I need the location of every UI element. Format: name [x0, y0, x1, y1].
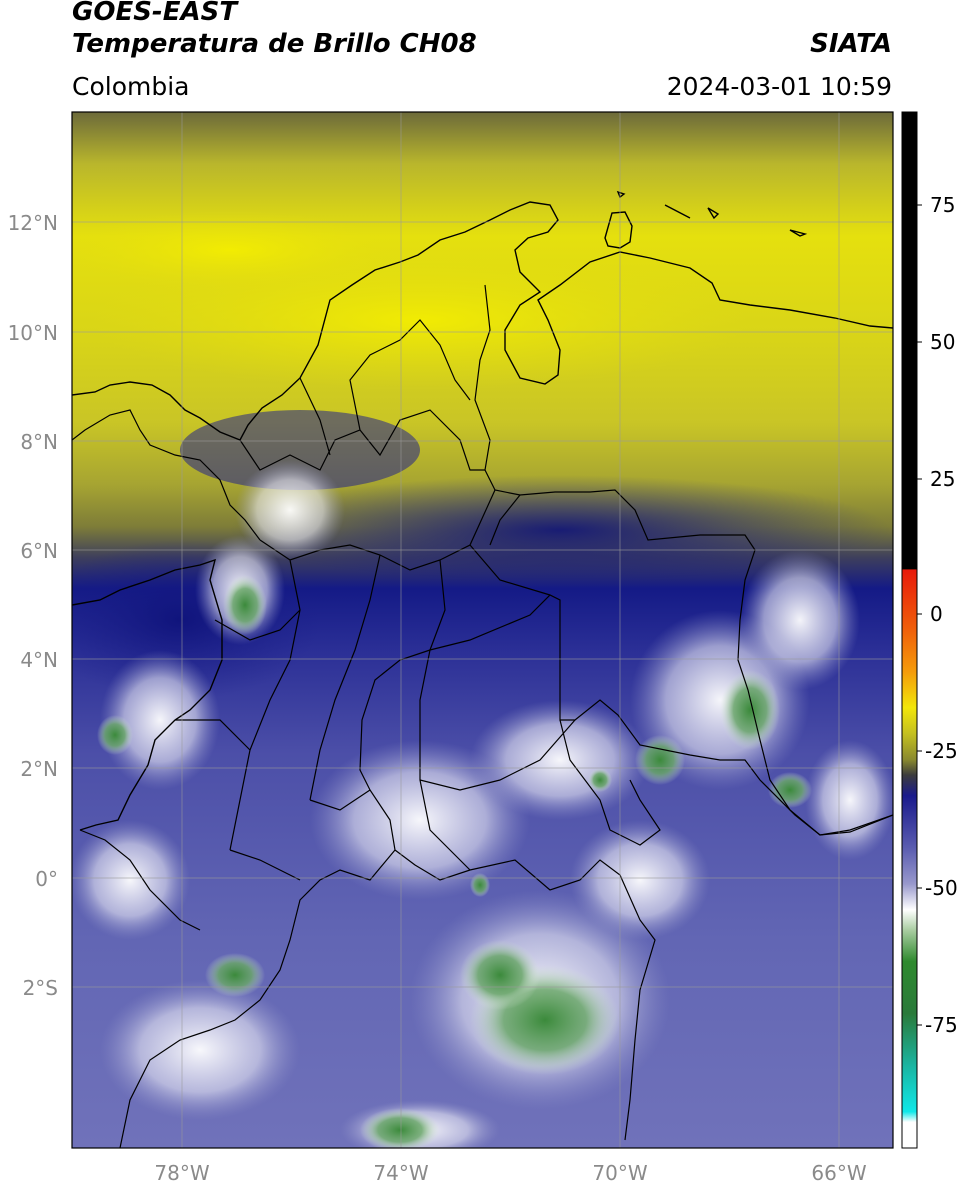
border-ecuador: [79, 829, 201, 931]
lat-label: 2°N: [20, 757, 58, 781]
coastline-pacific: [72, 558, 223, 831]
colorbar-tick-label: 50: [930, 330, 955, 354]
lat-label: 4°N: [20, 648, 58, 672]
colorbar: 75 50 25 0 -25 -50 -75: [901, 111, 958, 1149]
border-peru: [119, 849, 396, 1148]
datetime-label: 2024-03-01 10:59: [666, 72, 892, 101]
map-title-product: Temperatura de Brillo CH08: [72, 29, 477, 59]
lat-label: 2°S: [23, 976, 58, 1000]
map-title-satellite: GOES-EAST: [72, 0, 238, 27]
lon-label: 66°W: [811, 1161, 866, 1185]
latitude-labels: 12°N 10°N 8°N 6°N 4°N 2°N 0° 2°S: [8, 211, 58, 1000]
organization-label: SIATA: [810, 29, 892, 59]
island-coast-5: [616, 190, 626, 199]
border-panama: [72, 409, 261, 541]
lon-label: 78°W: [154, 1161, 209, 1185]
lat-label: 12°N: [8, 211, 58, 235]
island-coast: [604, 211, 633, 249]
colorbar-tick-label: -25: [925, 739, 958, 763]
lon-label: 74°W: [373, 1161, 428, 1185]
coastline-caribbean: [72, 201, 893, 441]
island-coast-3: [789, 229, 808, 237]
colorbar-scale: [901, 111, 918, 1149]
satellite-imagery: [72, 112, 893, 1148]
dept-borders: [175, 319, 661, 881]
graticule: [72, 112, 893, 1148]
region-label: Colombia: [72, 72, 190, 101]
lat-label: 6°N: [20, 539, 58, 563]
lat-label: 0°: [35, 867, 58, 891]
island-coast-4: [707, 207, 720, 220]
colorbar-tick-label: 75: [930, 193, 955, 217]
border-venezuela: [474, 284, 893, 836]
lon-label: 70°W: [592, 1161, 647, 1185]
colorbar-tick-label: -75: [925, 1013, 958, 1037]
map-frame: [71, 111, 894, 1149]
lat-label: 8°N: [20, 430, 58, 454]
colorbar-tick-label: 0: [930, 602, 943, 626]
colorbar-tick-label: -50: [925, 876, 958, 900]
colorbar-tick-label: 25: [930, 467, 955, 491]
island-coast-2: [664, 204, 691, 219]
border-brazil: [359, 594, 893, 1141]
lat-label: 10°N: [8, 321, 58, 345]
longitude-labels: 78°W 74°W 70°W 66°W: [154, 1161, 866, 1185]
